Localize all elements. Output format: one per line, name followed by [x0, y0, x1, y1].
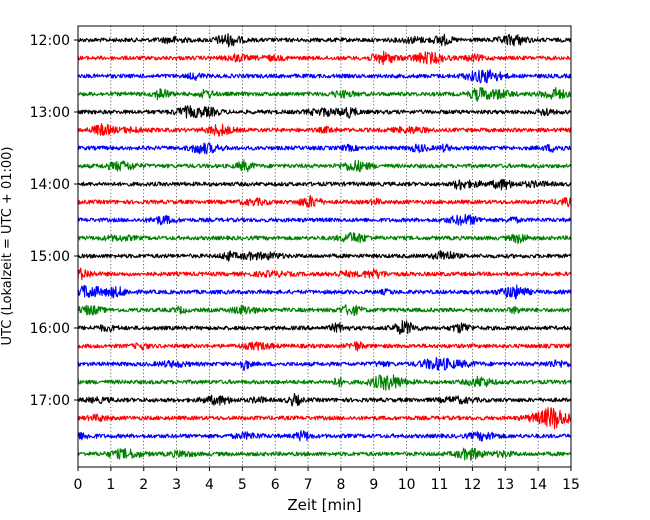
seismic-trace — [77, 284, 572, 300]
x-tick-label: 3 — [172, 477, 181, 493]
seismic-trace — [77, 86, 572, 102]
seismic-trace — [77, 159, 572, 173]
y-tick-label: 13:00 — [30, 105, 70, 121]
seismic-trace — [77, 50, 572, 66]
x-tick-label: 10 — [398, 477, 416, 493]
x-tick-label: 9 — [369, 477, 378, 493]
seismic-trace — [77, 123, 572, 137]
plot-frame — [77, 25, 572, 468]
x-tick-label: 0 — [74, 477, 83, 493]
x-tick-label: 8 — [336, 477, 345, 493]
seismic-trace — [77, 142, 572, 155]
y-tick-label: 17:00 — [30, 393, 70, 409]
seismic-trace — [77, 250, 572, 262]
seismic-trace — [77, 194, 572, 208]
y-axis-ticks: 12:00 13:00 14:00 15:00 16:00 17:00 — [30, 33, 78, 409]
seismic-trace — [77, 447, 572, 461]
grid-lines — [110, 26, 539, 467]
seismic-trace — [77, 69, 572, 84]
seismic-trace — [77, 33, 572, 48]
seismic-trace — [77, 105, 572, 119]
seismic-trace — [77, 392, 572, 407]
x-tick-label: 12 — [463, 477, 481, 493]
trace-group — [77, 33, 572, 461]
x-tick-label: 1 — [106, 477, 115, 493]
seismic-trace — [77, 356, 572, 372]
x-axis-ticks: 0 1 2 3 4 5 6 7 8 9 10 11 12 13 14 15 — [74, 467, 580, 493]
y-tick-label: 15:00 — [30, 249, 70, 265]
seismic-trace — [77, 430, 572, 442]
x-axis-label: Zeit [min] — [287, 496, 361, 514]
seismic-trace — [77, 374, 572, 391]
seismic-trace — [77, 407, 572, 430]
x-tick-label: 13 — [496, 477, 514, 493]
x-tick-label: 7 — [304, 477, 313, 493]
x-tick-label: 6 — [271, 477, 280, 493]
seismic-trace — [77, 319, 572, 335]
x-tick-label: 14 — [529, 477, 547, 493]
y-tick-label: 14:00 — [30, 177, 70, 193]
seismic-trace — [77, 341, 572, 352]
seismic-trace — [77, 304, 572, 317]
y-axis-label: UTC (Lokalzeit = UTC + 01:00) — [0, 147, 15, 346]
y-tick-label: 12:00 — [30, 33, 70, 49]
x-tick-label: 2 — [139, 477, 148, 493]
seismic-trace — [77, 267, 572, 281]
seismic-trace — [77, 178, 572, 191]
x-tick-label: 5 — [238, 477, 247, 493]
x-tick-label: 15 — [562, 477, 580, 493]
seismic-trace — [77, 213, 572, 226]
seismic-trace — [77, 231, 572, 245]
x-tick-label: 11 — [431, 477, 449, 493]
y-tick-label: 16:00 — [30, 321, 70, 337]
x-tick-label: 4 — [205, 477, 214, 493]
